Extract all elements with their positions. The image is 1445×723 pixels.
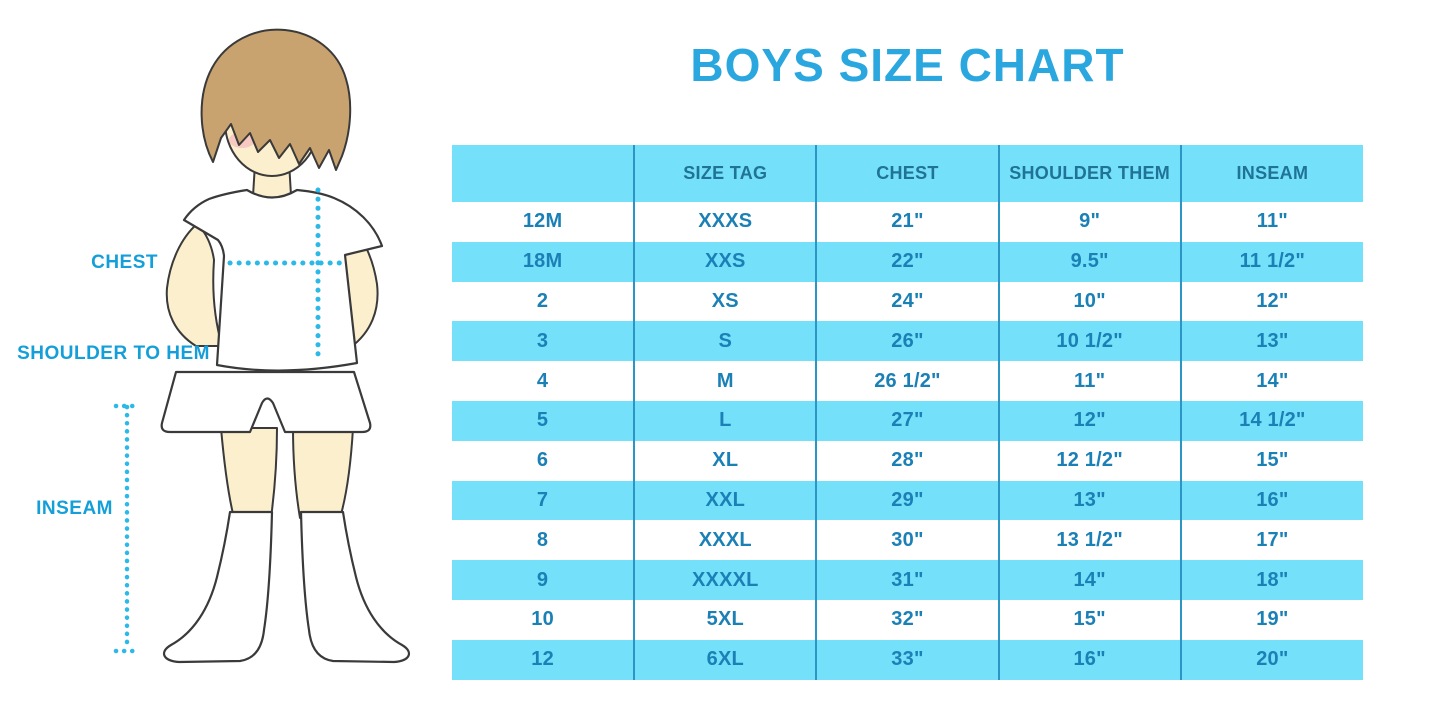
table-cell: 12	[452, 639, 635, 680]
boy-tshirt	[182, 188, 384, 372]
table-cell: 6	[536, 449, 549, 472]
table-cell: 10	[531, 608, 554, 631]
table-cell: XXXXL	[633, 560, 817, 600]
table-cell: 5	[452, 400, 635, 441]
table-cell: M	[633, 361, 817, 401]
table-cell: 14"	[1179, 361, 1363, 401]
table-cell: 31"	[815, 560, 999, 600]
table-cell: 16"	[997, 639, 1181, 680]
table-cell: 18"	[1179, 560, 1363, 600]
page-title: BOYS SIZE CHART	[690, 39, 1125, 91]
table-header: SIZE TAG CHEST SHOULDER THEM INSEAM	[452, 145, 1363, 202]
boy-shorts	[160, 370, 372, 434]
table-cell: 5XL	[633, 599, 817, 640]
column-header	[452, 145, 635, 202]
table-body: 12M XXXS 21" 9" 11" 18M XXS 22" 9.5" 11 1/2" 2 XS 24…	[452, 202, 1363, 680]
table-row: 3 S 26" 10 1/2" 13"	[452, 321, 1363, 362]
table-cell: 20"	[1179, 639, 1363, 680]
table-cell: 29"	[815, 480, 999, 521]
table-cell: 30"	[815, 520, 999, 561]
table-cell: 28"	[815, 440, 999, 481]
table-cell: 21"	[815, 202, 999, 242]
table-cell: 13 1/2"	[997, 520, 1181, 561]
column-header: SHOULDER THEM	[997, 145, 1181, 202]
table-row: 18M XXS 22" 9.5" 11 1/2"	[452, 241, 1363, 282]
table-row: 8 XXXL 30" 13 1/2" 17"	[452, 520, 1363, 561]
table-cell: 33"	[815, 639, 999, 680]
table-cell: 22"	[815, 241, 999, 282]
table-cell: 10"	[997, 281, 1181, 322]
table-cell: 15"	[997, 599, 1181, 640]
boy-left-leg	[220, 427, 278, 519]
table-cell: XL	[633, 440, 817, 481]
table-cell: 4	[536, 369, 549, 392]
inseam-label: INSEAM	[36, 498, 113, 519]
table-cell: 32"	[815, 599, 999, 640]
table-cell: 13"	[1179, 321, 1363, 362]
table-cell: 6XL	[633, 639, 817, 680]
table-cell: 17"	[1179, 520, 1363, 561]
table-cell: 12 1/2"	[997, 440, 1181, 481]
chest-label: CHEST	[91, 252, 158, 273]
table-cell: 13"	[997, 480, 1181, 521]
table-cell: 7	[452, 480, 635, 521]
table-row: 7 XXL 29" 13" 16"	[452, 480, 1363, 521]
table-row: 2 XS 24" 10" 12"	[452, 281, 1363, 322]
table-cell: 11"	[997, 361, 1181, 401]
table-cell: 12"	[997, 400, 1181, 441]
column-header: SIZE TAG	[633, 145, 817, 202]
column-header: INSEAM	[1179, 145, 1363, 202]
size-chart-table: SIZE TAG CHEST SHOULDER THEM INSEAM 12M XXXS…	[452, 145, 1363, 680]
table-cell: 2	[536, 289, 549, 312]
table-row: 5 L 27" 12" 14 1/2"	[452, 400, 1363, 441]
table-cell: XXL	[633, 480, 817, 521]
boy-measurement-illustration: CHEST SHOULDER TO HEM INSEAM	[17, 28, 411, 664]
table-cell: 9"	[997, 202, 1181, 242]
table-cell: XS	[633, 281, 817, 322]
table-cell: 26"	[815, 321, 999, 362]
table-cell: 19"	[1179, 599, 1363, 640]
table-cell: 8	[536, 528, 549, 551]
table-cell: L	[633, 400, 817, 441]
table-cell: XXS	[633, 241, 817, 282]
table-cell: 16"	[1179, 480, 1363, 521]
table-row: 12M XXXS 21" 9" 11"	[452, 202, 1363, 242]
table-row: 4 M 26 1/2" 11" 14"	[452, 361, 1363, 401]
table-row: 9 XXXXL 31" 14" 18"	[452, 560, 1363, 600]
boy-hair	[200, 28, 352, 171]
column-header: CHEST	[815, 145, 999, 202]
table-row: 12 6XL 33" 16" 20"	[452, 639, 1363, 680]
table-cell: 18M	[452, 241, 635, 282]
boy-left-sock	[162, 510, 274, 664]
table-row: 6 XL 28" 12 1/2" 15"	[452, 440, 1363, 481]
table-cell: 9	[452, 560, 635, 600]
table-cell: S	[633, 321, 817, 362]
table-cell: 11 1/2"	[1179, 241, 1363, 282]
header-row: SIZE TAG CHEST SHOULDER THEM INSEAM	[452, 145, 1363, 202]
table-cell: 27"	[815, 400, 999, 441]
table-cell: 12"	[1179, 281, 1363, 322]
table-cell: 11"	[1179, 202, 1363, 242]
table-row: 10 5XL 32" 15" 19"	[452, 599, 1363, 640]
table-cell: 10 1/2"	[997, 321, 1181, 362]
shoulder-to-hem-label: SHOULDER TO HEM	[17, 343, 210, 364]
boy-right-sock	[299, 510, 411, 664]
table-cell: 3	[452, 321, 635, 362]
table-cell: 14"	[997, 560, 1181, 600]
table-cell: XXXL	[633, 520, 817, 561]
table-cell: 24"	[815, 281, 999, 322]
table-cell: 15"	[1179, 440, 1363, 481]
boy-right-leg	[292, 427, 354, 519]
table-cell: 26 1/2"	[815, 361, 999, 401]
table-cell: XXXS	[633, 202, 817, 242]
table-cell: 12M	[522, 210, 563, 233]
table-cell: 9.5"	[997, 241, 1181, 282]
table-cell: 14 1/2"	[1179, 400, 1363, 441]
boy-left-arm	[165, 223, 223, 347]
